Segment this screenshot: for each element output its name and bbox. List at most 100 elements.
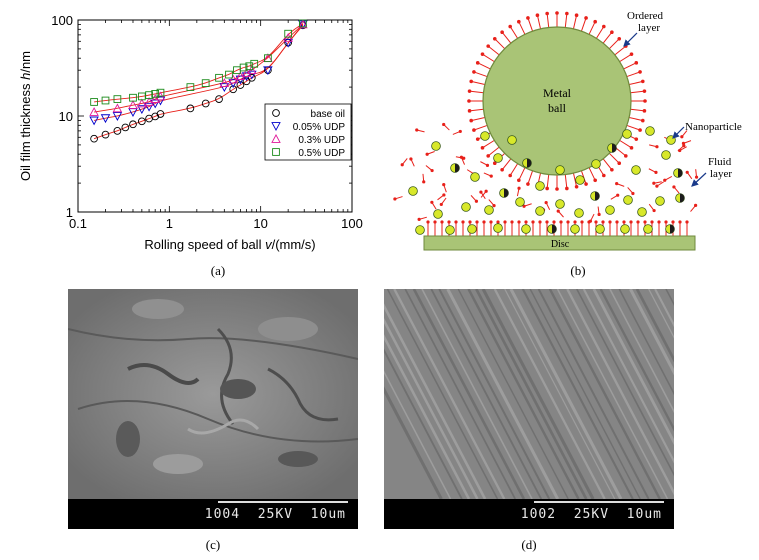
molecule-head	[486, 44, 490, 48]
molecule-head	[580, 220, 584, 224]
nanoparticle	[480, 131, 490, 141]
data-point	[129, 93, 137, 102]
data-point	[150, 99, 160, 109]
ordered-molecule	[546, 174, 550, 189]
molecule-head	[475, 61, 480, 65]
molecule-head	[472, 70, 476, 74]
scratch-stripe	[556, 289, 669, 500]
molecule-head	[573, 220, 577, 224]
nanoparticle	[521, 224, 531, 234]
molecule-head	[631, 191, 635, 196]
molecule-head	[657, 220, 661, 224]
scratch-stripe	[430, 289, 543, 500]
y-tick-label: 10	[59, 109, 73, 124]
panel-b-diagram: Metal ball Disc Ordered layer Nanopartic…	[380, 0, 759, 285]
ordered-molecule	[518, 21, 526, 35]
data-point	[112, 112, 123, 121]
molecule-head	[393, 197, 397, 201]
ordered-molecule	[501, 158, 512, 171]
sem-scale-text-d: 1002 25KV 10um	[520, 507, 662, 522]
scratch-stripe	[384, 348, 463, 500]
nanoparticle	[493, 153, 503, 163]
scratch-stripe	[393, 289, 506, 500]
molecule-head	[535, 13, 540, 18]
molecule-head	[496, 220, 500, 224]
ordered-molecule	[477, 62, 491, 70]
data-point	[247, 73, 256, 82]
ordered-molecule	[546, 13, 550, 28]
nanoparticle	[591, 159, 601, 169]
molecule-head	[559, 220, 563, 224]
molecule-head	[610, 30, 614, 34]
nanoparticle	[470, 172, 480, 182]
metal-ball-label-2: ball	[548, 101, 567, 115]
nanoparticle	[467, 224, 477, 234]
molecule-head	[617, 36, 622, 41]
molecule-head	[642, 89, 647, 93]
scratch-stripe	[384, 386, 443, 500]
legend-marker	[271, 122, 281, 131]
nanoparticle-label: Nanoparticle	[685, 121, 742, 133]
molecule-head	[510, 220, 514, 224]
molecule-head	[652, 208, 656, 213]
molecule-head	[654, 170, 658, 174]
ordered-molecule	[619, 53, 632, 63]
data-point	[228, 74, 238, 84]
molecule-head	[508, 24, 512, 29]
nanoparticle	[631, 165, 641, 175]
ordered-molecule	[473, 124, 488, 131]
nanoparticle-shade	[527, 158, 532, 168]
molecule-head	[652, 181, 656, 185]
legend-label: 0.05% UDP	[293, 122, 346, 133]
ordered-molecule	[564, 174, 568, 189]
nanoparticle	[484, 205, 494, 215]
molecule-head	[566, 220, 570, 224]
molecule-head	[594, 220, 598, 224]
data-point	[215, 73, 223, 82]
nanoparticle-shade	[504, 188, 509, 198]
x-tick-label: 10	[253, 216, 267, 231]
molecule-head	[467, 109, 472, 113]
molecule-head	[565, 11, 569, 16]
ordered-molecule	[509, 163, 519, 176]
sem-scale-text-c: 1004 25KV 10um	[204, 507, 346, 522]
ordered-molecule	[626, 124, 641, 131]
ordered-molecule	[619, 139, 632, 149]
molecule-head	[622, 220, 626, 224]
ordered-molecule	[487, 45, 500, 56]
ordered-molecule	[482, 53, 495, 63]
ordered-layer-arrow	[623, 32, 638, 47]
nanoparticle-shade	[680, 193, 685, 203]
molecule-head	[602, 24, 606, 29]
data-point	[156, 110, 165, 118]
molecule-head	[524, 220, 528, 224]
sem-scale-bar-d: 1002 25KV 10um	[384, 499, 674, 529]
molecule-head	[588, 219, 593, 223]
ordered-molecule	[482, 139, 495, 149]
data-point	[236, 81, 245, 89]
molecule-head	[400, 163, 404, 167]
sem-image-c: 1004 25KV 10um	[68, 289, 358, 529]
data-point	[299, 19, 307, 28]
ordered-molecule	[608, 152, 620, 164]
molecule-head	[642, 109, 647, 113]
ordered-molecule	[564, 13, 568, 28]
molecule-head	[503, 220, 507, 224]
molecule-head	[531, 220, 535, 224]
ordered-molecule	[494, 38, 506, 50]
ordered-molecule	[473, 71, 488, 78]
data-point	[151, 112, 160, 121]
molecule-head	[479, 190, 483, 194]
molecule-head	[492, 204, 496, 208]
sem-texture-c	[68, 289, 358, 499]
scratch-stripe	[438, 289, 551, 500]
molecule-head	[469, 79, 474, 84]
nanoparticle	[555, 199, 565, 209]
caption-b: (b)	[570, 263, 586, 278]
ordered-molecule	[572, 15, 578, 29]
scratch-stripe	[635, 289, 674, 363]
scratch-stripe	[582, 289, 674, 464]
molecule-head	[655, 145, 659, 149]
molecule-head	[602, 173, 606, 178]
molecule-head	[475, 220, 479, 224]
